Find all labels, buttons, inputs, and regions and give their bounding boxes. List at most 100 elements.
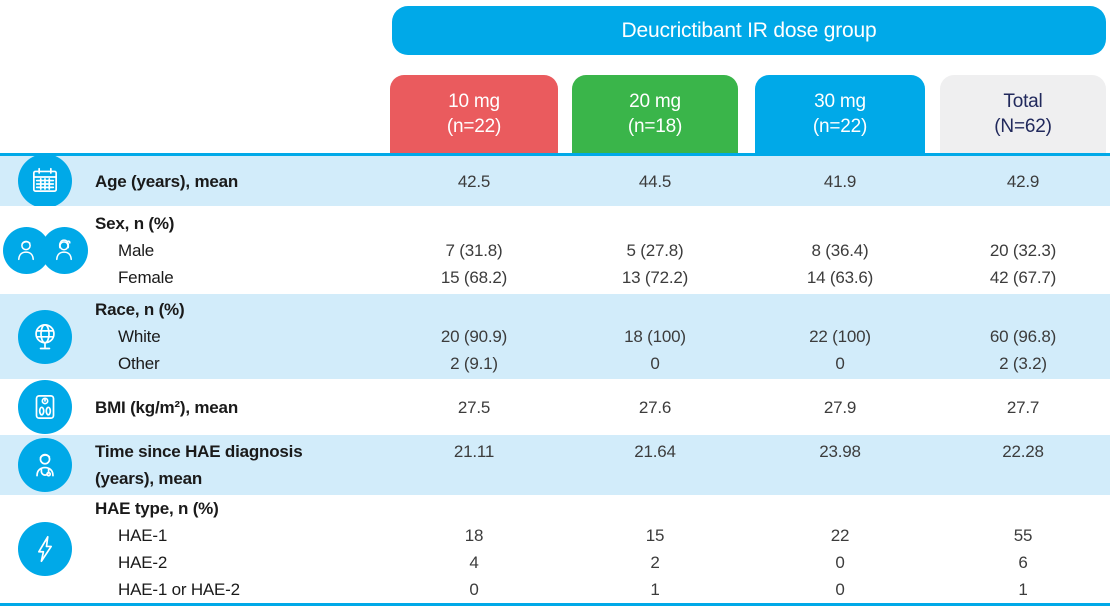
cell-value: 22 (100) — [809, 327, 871, 346]
column-dose-label: Total — [1003, 91, 1043, 112]
cell-race-total: 60 (96.8) 2 (3.2) — [940, 294, 1106, 379]
row-label-sex: Sex, n (%) Male Female — [90, 206, 390, 294]
cell-value: 41.9 — [823, 171, 857, 191]
cell-value — [940, 495, 1106, 522]
table-body: Age (years), mean 42.5 44.5 41.9 42.9 Sex, n… — [0, 153, 1110, 606]
row-sublabel: HAE-1 — [118, 526, 168, 545]
cell-value: 42.9 — [1006, 171, 1040, 191]
cell-value: 27.5 — [457, 397, 491, 417]
row-label: (years), mean — [95, 469, 203, 488]
cell-value: 55 — [1013, 526, 1033, 545]
cell-value: 22 — [830, 526, 850, 545]
column-n-label: (N=62) — [994, 116, 1052, 137]
sex-icon-cell — [0, 206, 90, 294]
dose-group-title: Deucrictibant IR dose group — [621, 18, 877, 42]
row-label-bmi: BMI (kg/m²), mean — [90, 379, 390, 435]
cell-value: 6 — [1018, 553, 1028, 572]
cell-value — [390, 296, 558, 323]
column-dose-label: 20 mg — [629, 91, 681, 112]
cell-sex-30mg: 8 (36.4) 14 (63.6) — [755, 206, 925, 294]
cell-value: 2 — [650, 553, 660, 572]
cell-value: 0 — [469, 580, 479, 599]
cell-value: 13 (72.2) — [621, 267, 689, 287]
cell-value: 4 — [469, 553, 479, 572]
row-sublabel: Male — [118, 240, 155, 260]
row-label: Sex, n (%) — [95, 213, 175, 233]
row-label: Age (years), mean — [95, 171, 239, 191]
cell-value: 60 (96.8) — [989, 327, 1057, 346]
cell-value: 22.28 — [1002, 442, 1044, 461]
cell-bmi-30mg: 27.9 — [755, 379, 925, 435]
cell-value: 7 (31.8) — [445, 240, 503, 260]
race-icon-cell — [0, 294, 90, 379]
cell-value: 2 (9.1) — [450, 354, 498, 373]
cell-sex-20mg: 5 (27.8) 13 (72.2) — [572, 206, 738, 294]
hae-icon-cell — [0, 495, 90, 603]
doctor-icon — [18, 438, 72, 492]
column-headers: 10 mg (n=22) 20 mg (n=18) 30 mg (n=22) Total (N… — [0, 75, 1110, 153]
cell-value — [390, 495, 558, 522]
dose-group-header-banner: Deucrictibant IR dose group — [392, 6, 1106, 55]
cell-value: 27.7 — [1006, 397, 1040, 417]
cell-bmi-total: 27.7 — [940, 379, 1106, 435]
cell-hae-30mg: 22 0 0 — [755, 495, 925, 603]
cell-hae-20mg: 15 2 1 — [572, 495, 738, 603]
time-icon-cell — [0, 435, 90, 495]
column-dose-label: 10 mg — [448, 91, 500, 112]
cell-race-20mg: 18 (100) 0 — [572, 294, 738, 379]
cell-value — [940, 296, 1106, 323]
scale-icon — [18, 380, 72, 434]
female-icon — [40, 226, 88, 274]
cell-age-20mg: 44.5 — [572, 156, 738, 206]
column-n-label: (n=18) — [627, 116, 683, 137]
cell-value — [572, 210, 738, 237]
cell-value: 1 — [650, 580, 660, 599]
cell-value: 0 — [835, 354, 845, 373]
cell-age-total: 42.9 — [940, 156, 1106, 206]
cell-value: 8 (36.4) — [811, 240, 869, 260]
cell-value: 0 — [835, 580, 845, 599]
cell-time-30mg: 23.98 — [755, 435, 925, 495]
age-icon-cell — [0, 154, 90, 208]
cell-value: 42.5 — [457, 171, 491, 191]
cell-hae-total: 55 6 1 — [940, 495, 1106, 603]
row-sublabel: HAE-2 — [118, 553, 168, 572]
row-sublabel: Female — [118, 267, 174, 287]
cell-value: 27.9 — [823, 397, 857, 417]
cell-value — [390, 210, 558, 237]
table-row-sex: Sex, n (%) Male Female 7 (31.8) 15 (68.2) 5 (… — [0, 206, 1110, 294]
cell-value: 0 — [650, 354, 660, 373]
cell-time-10mg: 21.11 — [390, 435, 558, 495]
cell-value: 15 (68.2) — [440, 267, 508, 287]
row-label: HAE type, n (%) — [95, 499, 219, 518]
cell-value: 44.5 — [638, 171, 672, 191]
row-label: BMI (kg/m²), mean — [95, 397, 239, 417]
cell-bmi-10mg: 27.5 — [390, 379, 558, 435]
row-label-age: Age (years), mean — [90, 156, 390, 206]
cell-sex-total: 20 (32.3) 42 (67.7) — [940, 206, 1106, 294]
cell-value — [572, 296, 738, 323]
column-header-30mg: 30 mg (n=22) — [755, 75, 925, 153]
cell-value — [572, 495, 738, 522]
column-header-20mg: 20 mg (n=18) — [572, 75, 738, 153]
cell-value — [940, 210, 1106, 237]
cell-bmi-20mg: 27.6 — [572, 379, 738, 435]
column-dose-label: 30 mg — [814, 91, 866, 112]
cell-value: 21.64 — [634, 442, 676, 461]
cell-value — [755, 465, 925, 492]
table-row-age: Age (years), mean 42.5 44.5 41.9 42.9 — [0, 154, 1110, 208]
column-n-label: (n=22) — [446, 116, 502, 137]
cell-age-10mg: 42.5 — [390, 156, 558, 206]
cell-value: 20 (90.9) — [440, 327, 508, 346]
cell-value: 23.98 — [819, 442, 861, 461]
column-header-10mg: 10 mg (n=22) — [390, 75, 558, 153]
lightning-icon — [18, 522, 72, 576]
cell-value: 21.11 — [453, 442, 495, 461]
row-label-hae: HAE type, n (%) HAE-1 HAE-2 HAE-1 or HAE-2 — [90, 495, 390, 603]
cell-value — [390, 465, 558, 492]
cell-value: 5 (27.8) — [626, 240, 684, 260]
cell-sex-10mg: 7 (31.8) 15 (68.2) — [390, 206, 558, 294]
cell-race-30mg: 22 (100) 0 — [755, 294, 925, 379]
cell-value: 14 (63.6) — [806, 267, 874, 287]
cell-time-20mg: 21.64 — [572, 435, 738, 495]
